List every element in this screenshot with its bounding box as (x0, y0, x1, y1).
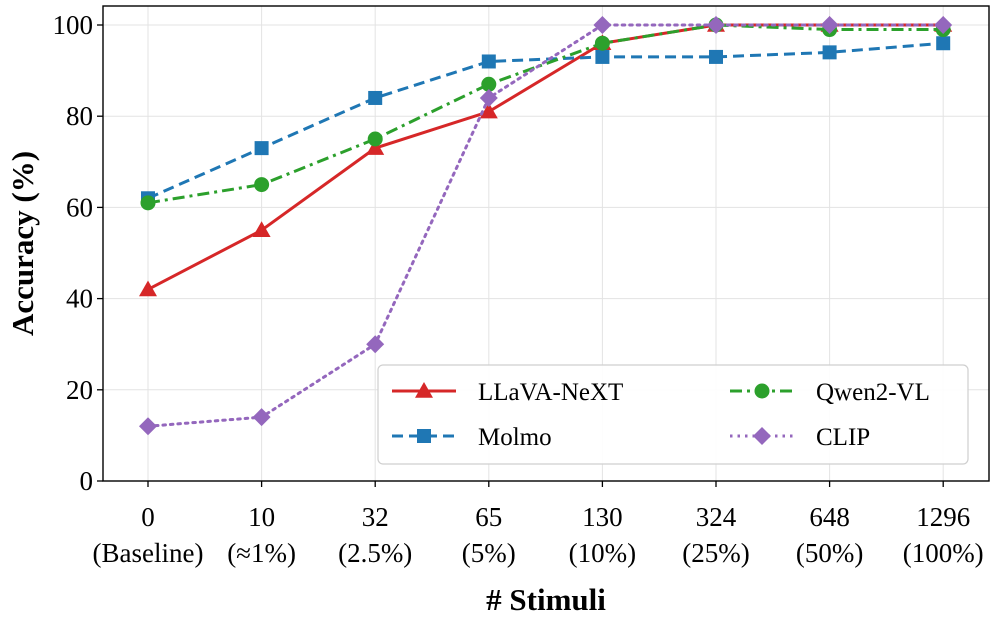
legend-marker-clip (753, 427, 771, 445)
legend-label-llava-next: LLaVA-NeXT (478, 379, 623, 406)
series-line-clip (146, 23, 945, 428)
y-tick-label: 60 (66, 192, 93, 222)
x-tick-sublabel: (5%) (462, 538, 516, 568)
x-tick-sublabel: (50%) (796, 538, 863, 568)
data-point-qwen2-vl (254, 177, 270, 193)
series-molmo (141, 36, 951, 206)
series-line-molmo (147, 41, 944, 200)
data-point-qwen2-vl (481, 76, 497, 92)
axis-ticks: 0 20 40 60 80 100 0 (Baseline) 10 (≈1%) 32 (2.5%) 65… (53, 10, 984, 568)
legend-marker-llava-next (415, 382, 433, 398)
x-tick-sublabel: (100%) (903, 538, 984, 568)
data-point-llava-next (139, 280, 157, 297)
data-point-clip (593, 16, 612, 34)
x-tick-label: 130 (582, 502, 623, 532)
data-point-llava-next (366, 139, 385, 155)
legend-marker-molmo (417, 429, 431, 443)
legend-box (377, 364, 969, 465)
x-tick-sublabel: (25%) (682, 538, 749, 568)
x-tick-sublabel: (Baseline) (93, 538, 204, 568)
data-point-molmo (936, 36, 951, 51)
y-tick-label: 80 (66, 101, 93, 131)
data-point-clip (366, 335, 385, 354)
y-tick-label: 100 (53, 10, 94, 40)
legend-label-qwen2-vl: Qwen2-VL (816, 379, 930, 406)
x-tick-label: 32 (362, 502, 389, 532)
plot-frame (102, 5, 990, 482)
data-point-molmo (595, 49, 610, 64)
legend-label-clip: CLIP (816, 424, 870, 451)
legend-marker-qwen2-vl (754, 383, 770, 399)
data-point-llava-next (479, 102, 498, 119)
data-point-molmo (709, 49, 723, 64)
series-line-llava-next (147, 23, 944, 291)
x-tick-label: 10 (248, 502, 275, 532)
x-tick-label: 0 (141, 502, 155, 532)
data-point-qwen2-vl (594, 35, 610, 51)
y-tick-label: 0 (80, 466, 94, 496)
series-layer (139, 16, 953, 436)
x-tick-sublabel: (10%) (569, 538, 636, 568)
series-line-qwen2-vl (147, 23, 944, 205)
x-axis-title: # Stimuli (486, 582, 606, 617)
y-axis-title: Accuracy (%) (5, 151, 40, 336)
legend-label-molmo: Molmo (478, 424, 552, 451)
legend: LLaVA-NeXT Qwen2-VL Molmo CLIP (377, 364, 969, 465)
data-point-clip (820, 16, 839, 34)
x-tick-sublabel: (2.5%) (338, 538, 412, 568)
x-tick-label: 65 (475, 502, 502, 532)
x-tick-label: 648 (809, 502, 850, 532)
data-point-qwen2-vl (140, 195, 156, 211)
data-point-clip (252, 408, 271, 427)
x-tick-label: 1296 (916, 502, 970, 532)
data-point-molmo (822, 45, 837, 60)
data-point-clip (139, 417, 157, 436)
data-point-molmo (368, 90, 383, 105)
data-point-clip (479, 88, 498, 107)
data-point-molmo (254, 141, 269, 156)
y-tick-label: 40 (66, 284, 93, 314)
data-point-llava-next (252, 221, 271, 237)
data-point-molmo (481, 54, 496, 69)
y-tick-label: 20 (66, 375, 93, 405)
x-tick-sublabel: (≈1%) (227, 538, 296, 568)
data-point-clip (707, 16, 725, 34)
data-point-qwen2-vl (367, 131, 383, 147)
x-tick-label: 324 (696, 502, 737, 532)
data-point-clip (934, 16, 953, 34)
series-clip (139, 16, 953, 436)
